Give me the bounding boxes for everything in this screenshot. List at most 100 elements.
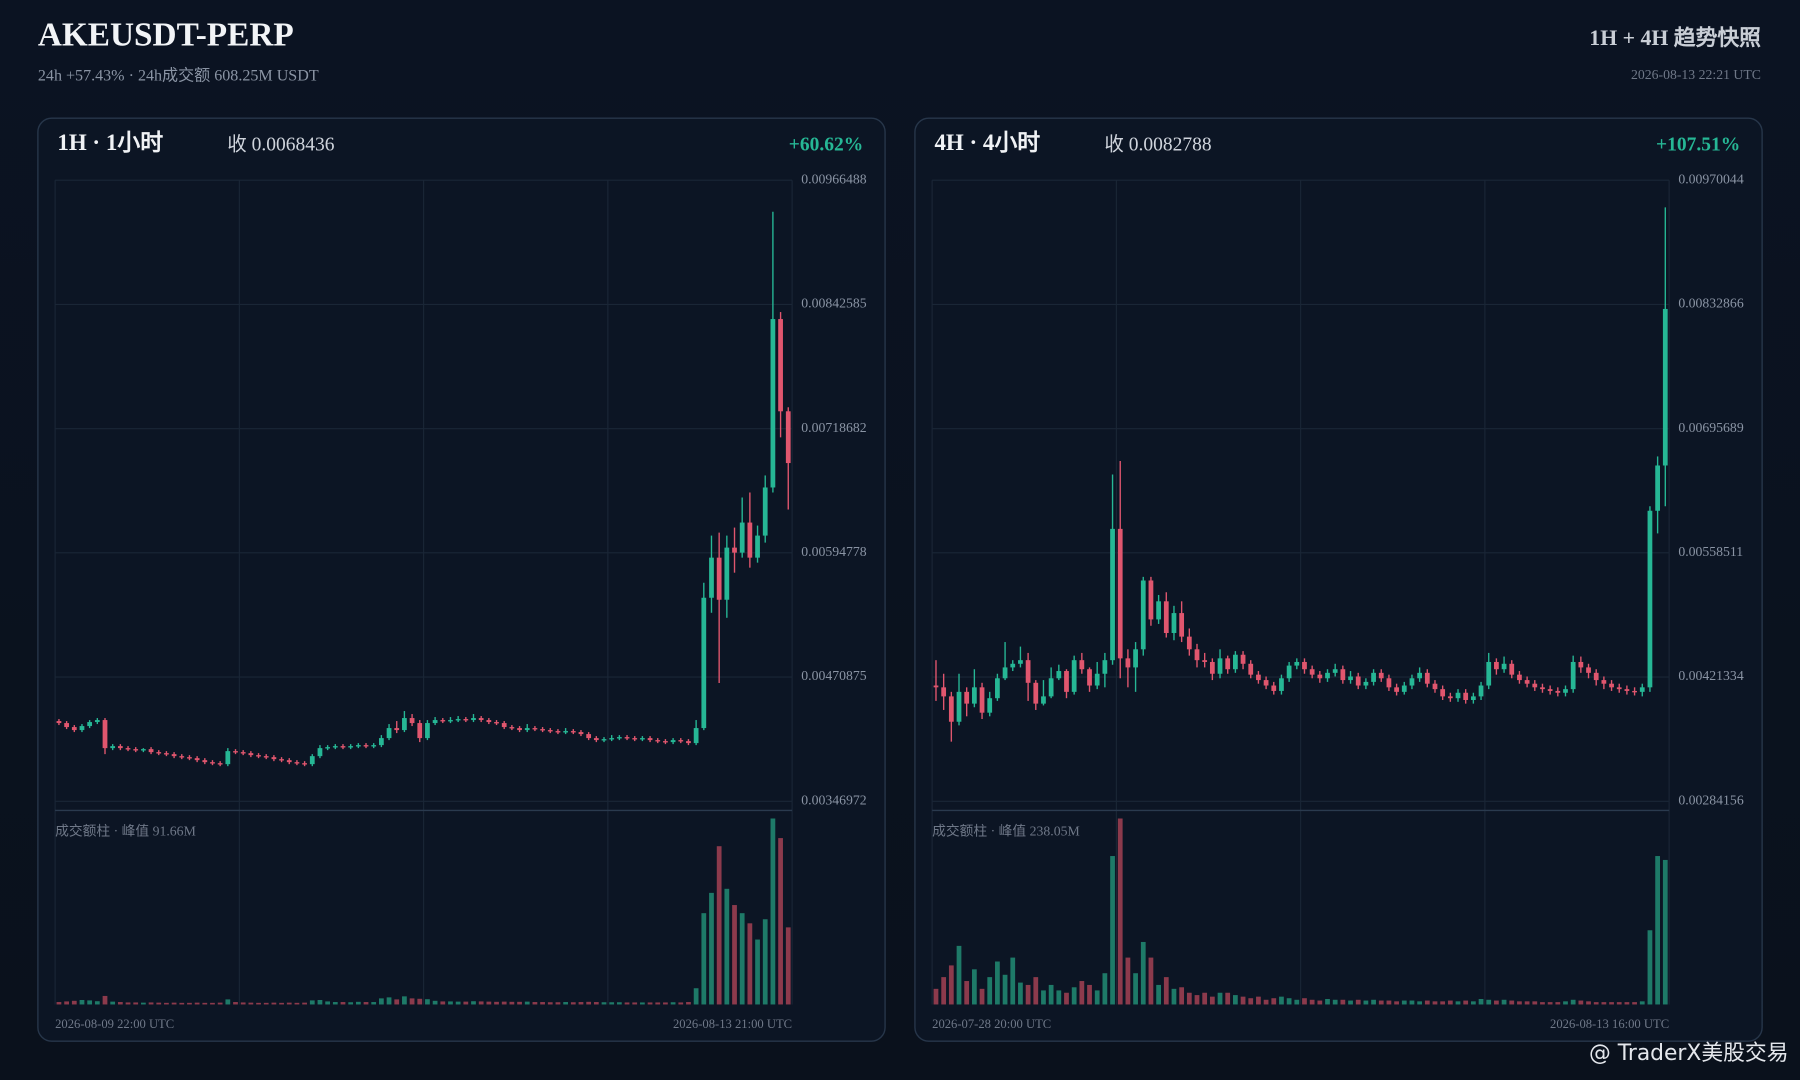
candle-body (56, 721, 62, 724)
volume-bar (1179, 987, 1185, 1005)
candle-body (340, 746, 346, 748)
page-subtitle: 24h +57.43% · 24h成交额 608.25M USDT (38, 67, 319, 85)
volume-bar (987, 977, 993, 1005)
volume-bar (1409, 1000, 1415, 1005)
volume-bar (279, 1002, 284, 1005)
volume-bar (1470, 1001, 1476, 1005)
candle-body (286, 760, 292, 763)
volume-bar (701, 913, 707, 1005)
candle-body (486, 720, 492, 723)
volume-bar (1632, 1002, 1637, 1005)
candle-body (1332, 669, 1338, 673)
volume-bar (378, 998, 384, 1005)
volume-bar (348, 1002, 354, 1005)
candle-body (448, 720, 453, 722)
volume-bar (110, 1001, 116, 1005)
volume-bar (1041, 990, 1046, 1005)
volume-bar (64, 1001, 69, 1005)
volume-bar (1355, 999, 1361, 1005)
candle-body (1048, 678, 1054, 697)
x-tick-label: 2026-08-13 16:00 UTC (1550, 1017, 1669, 1031)
candle-body (1593, 672, 1599, 681)
volume-bar (432, 1000, 438, 1005)
volume-bar (1394, 1001, 1399, 1005)
volume-bar (463, 1001, 469, 1005)
candle-body (240, 752, 246, 754)
volume-bar (471, 1001, 476, 1005)
volume-bar (1018, 982, 1023, 1005)
candle-body (1570, 661, 1576, 690)
volume-bar (1186, 992, 1192, 1005)
candle-body (455, 719, 461, 721)
volume-bar (1662, 859, 1668, 1005)
y-tick-label: 0.00594778 (801, 544, 867, 559)
volume-bar (593, 1002, 599, 1005)
volume-bar (156, 1002, 162, 1005)
volume-bar (448, 1001, 453, 1005)
candle-body (1094, 673, 1100, 686)
volume-bar (56, 1002, 62, 1005)
volume-bar (371, 1002, 377, 1005)
candle-body (1079, 660, 1085, 670)
volume-bar (1440, 1001, 1446, 1005)
snapshot-label: 1H + 4H 趋势快照 (1589, 25, 1761, 50)
candle-body (663, 741, 668, 743)
candle-body (1025, 660, 1031, 683)
volume-bar (1532, 1001, 1538, 1005)
candle-body (1202, 660, 1208, 662)
volume-bar (1547, 1002, 1553, 1005)
volume-bar (1010, 957, 1016, 1005)
volume-bar (286, 1002, 292, 1005)
volume-bar (1609, 1002, 1614, 1005)
candle-body (964, 691, 970, 704)
volume-bar (1056, 990, 1062, 1005)
volume-bar (217, 1002, 223, 1005)
candle-body (670, 740, 676, 743)
candle-body (1279, 678, 1284, 691)
volume-bar (1616, 1002, 1622, 1005)
candle-body (378, 738, 384, 746)
close-price: 收 0.0082788 (1104, 133, 1211, 155)
y-tick-label: 0.00421334 (1678, 668, 1744, 683)
volume-bar (1025, 984, 1031, 1005)
candle-body (1225, 658, 1231, 670)
volume-bar (1071, 987, 1077, 1005)
candle-body (1470, 696, 1476, 701)
volume-bar (524, 1001, 530, 1005)
volume-bar (1102, 973, 1108, 1005)
volume-bar (1624, 1002, 1630, 1005)
candle-body (217, 763, 223, 765)
candle-body (471, 718, 476, 721)
volume-bar (102, 995, 108, 1005)
y-tick-label: 0.00970044 (1678, 171, 1744, 186)
candle-body (547, 730, 553, 732)
volume-bar (309, 1000, 315, 1005)
volume-bar (202, 1002, 208, 1005)
volume-bar (948, 965, 954, 1005)
volume-bar (1033, 977, 1039, 1005)
page-title: AKEUSDT-PERP (38, 17, 294, 54)
candle-body (1601, 680, 1607, 684)
volume-bar (1302, 998, 1307, 1005)
volume-bar (1163, 977, 1169, 1005)
candle-body (263, 756, 269, 758)
volume-bar (1117, 818, 1123, 1005)
candle-body (1309, 669, 1315, 675)
volume-bar (1340, 999, 1346, 1005)
candle-body (1148, 580, 1154, 620)
candle-body (1394, 687, 1399, 692)
candle-body (279, 759, 284, 761)
candle-body (1302, 661, 1307, 670)
candle-body (941, 687, 947, 697)
volume-bar (933, 988, 939, 1005)
volume-label: 成交额柱 · 峰值 91.66M (55, 822, 196, 838)
volume-bar (1378, 1000, 1384, 1005)
candle-body (1071, 660, 1077, 692)
y-tick-label: 0.00346972 (801, 792, 867, 807)
volume-bar (632, 1002, 638, 1005)
candle-body (1117, 528, 1123, 659)
candle-body (1486, 661, 1492, 686)
candle-body (355, 745, 361, 747)
candle-body (432, 720, 438, 724)
candle-body (1355, 676, 1361, 686)
